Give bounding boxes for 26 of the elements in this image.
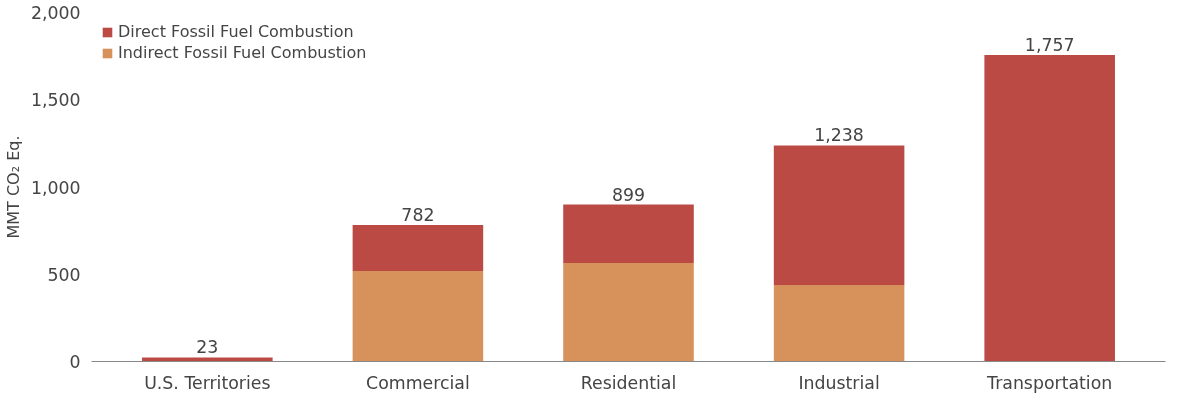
x-tick-label: U.S. Territories xyxy=(144,372,271,393)
y-tick-label: 500 xyxy=(47,264,81,285)
y-tick-label: 0 xyxy=(69,352,81,372)
total-label: 782 xyxy=(401,205,435,226)
legend-label: Indirect Fossil Fuel Combustion xyxy=(118,43,367,62)
total-label: 1,757 xyxy=(1024,34,1075,55)
x-tick-label: Commercial xyxy=(366,372,470,393)
total-label: 899 xyxy=(611,184,646,205)
total-label: 23 xyxy=(196,337,219,358)
bar xyxy=(773,284,905,362)
y-axis-title: MMT CO₂ Eq. xyxy=(3,135,23,239)
bar xyxy=(352,225,484,271)
bar xyxy=(563,262,694,362)
y-tick-label: 1,500 xyxy=(30,90,81,111)
y-tick-label: 2,000 xyxy=(30,3,81,23)
bar xyxy=(352,270,484,362)
x-tick-label: Industrial xyxy=(798,372,880,393)
x-tick-label: Residential xyxy=(580,372,677,393)
x-tick-label: Transportation xyxy=(986,372,1113,393)
y-tick-label: 1,000 xyxy=(30,177,81,198)
bar xyxy=(563,204,694,263)
bar xyxy=(773,145,905,285)
total-label: 1,238 xyxy=(814,125,864,146)
bar xyxy=(984,54,1115,362)
bar xyxy=(142,357,273,362)
legend-label: Direct Fossil Fuel Combustion xyxy=(118,22,354,41)
